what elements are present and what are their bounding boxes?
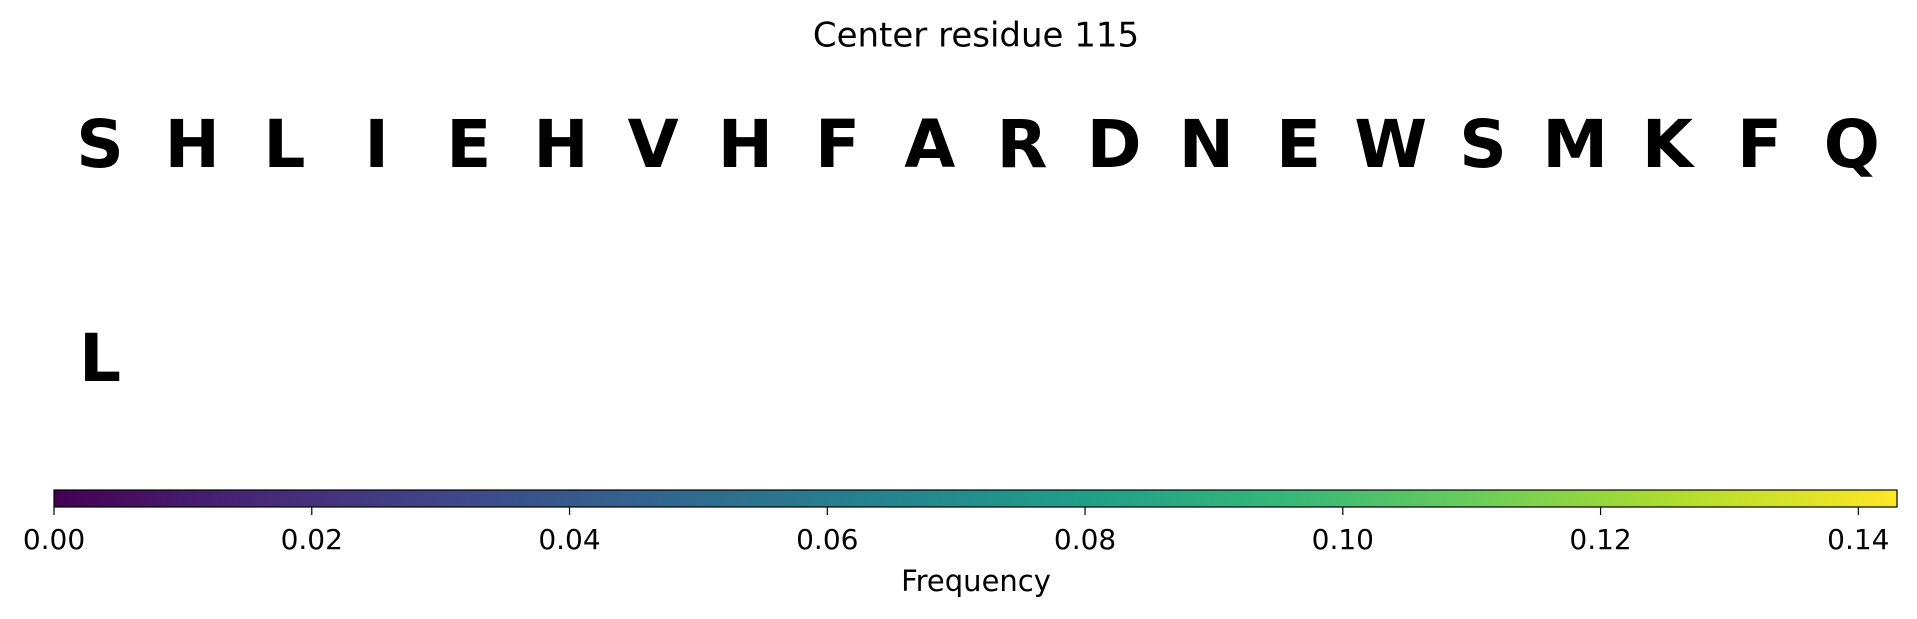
tick-label: 0.04: [538, 523, 600, 556]
residue-letter: F: [815, 106, 860, 183]
residue-letter: L: [263, 106, 305, 183]
tick-label: 0.06: [796, 523, 858, 556]
residue-letter: I: [364, 106, 389, 183]
chart-title: Center residue 115: [813, 16, 1139, 56]
tick-label: 0.08: [1054, 523, 1116, 556]
tick-label: 0.14: [1827, 523, 1889, 556]
residue-letter: M: [1542, 106, 1608, 183]
colorbar: [53, 489, 1898, 508]
residue-letter: D: [1087, 106, 1142, 183]
residue-letter: H: [165, 106, 220, 183]
residue-letter: E: [446, 106, 491, 183]
tick-label: 0.00: [23, 523, 85, 556]
tick-label: 0.10: [1312, 523, 1374, 556]
residue-letter: L: [79, 320, 121, 397]
residue-letter: H: [533, 106, 588, 183]
residue-letter: H: [718, 106, 773, 183]
residue-letter: E: [1276, 106, 1321, 183]
residue-letter: A: [904, 106, 955, 183]
residue-letter: S: [76, 106, 124, 183]
tick-label: 0.02: [281, 523, 343, 556]
residue-letter: Q: [1824, 106, 1880, 183]
residue-letter: R: [997, 106, 1048, 183]
tick-label: 0.12: [1569, 523, 1631, 556]
residue-letter: K: [1642, 106, 1696, 183]
residue-letter: F: [1737, 106, 1782, 183]
residue-letter: N: [1179, 106, 1234, 183]
residue-letter: V: [628, 106, 679, 183]
residue-letter: S: [1459, 106, 1507, 183]
residue-letter: W: [1354, 106, 1427, 183]
colorbar-label: Frequency: [901, 564, 1051, 598]
